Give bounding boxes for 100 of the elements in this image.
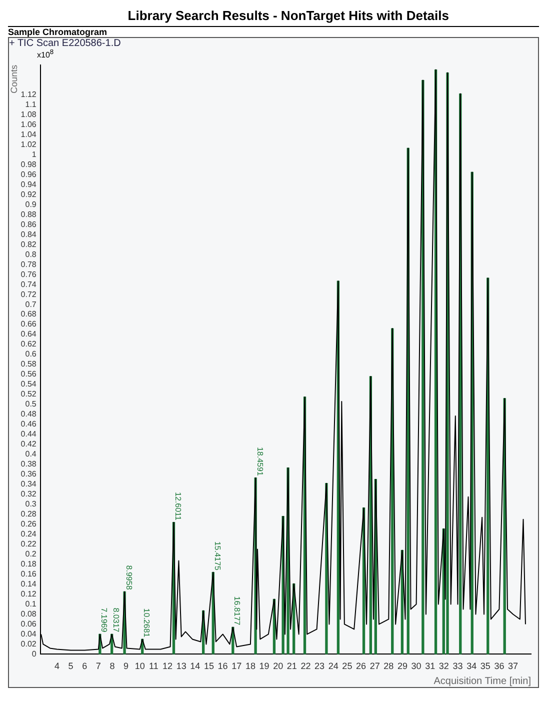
x-tick-label: 9 bbox=[124, 661, 129, 672]
x-tick-label: 37 bbox=[508, 661, 518, 672]
x-tick-label: 13 bbox=[176, 661, 186, 672]
y-tick-label: 0.66 bbox=[20, 320, 37, 329]
y-tick-label: 1.08 bbox=[20, 110, 37, 119]
x-tick-label: 12 bbox=[162, 661, 173, 672]
y-tick-label: 0.2 bbox=[25, 550, 37, 559]
x-tick-label: 7 bbox=[96, 661, 101, 672]
annotation: 8.0317 bbox=[112, 608, 121, 633]
annotation: 16.8177 bbox=[232, 596, 242, 626]
y-tick-label: 0.62 bbox=[20, 340, 37, 349]
x-tick-label: 5 bbox=[68, 661, 74, 672]
x-tick-label: 18 bbox=[245, 661, 256, 672]
y-tick-label: 0.24 bbox=[20, 530, 37, 539]
x-tick-label: 25 bbox=[342, 661, 352, 672]
y-tick-label: 0.7 bbox=[25, 300, 37, 309]
x-tick-label: 4 bbox=[54, 661, 60, 672]
x-tick-label: 15 bbox=[204, 661, 214, 672]
x-tick-label: 31 bbox=[425, 661, 436, 672]
x-tick-label: 20 bbox=[273, 661, 284, 672]
x-tick-label: 16 bbox=[218, 661, 228, 672]
y-tick-label: 0.28 bbox=[20, 510, 37, 519]
y-tick-label: 1 bbox=[32, 150, 37, 159]
y-tick-label: 0.44 bbox=[20, 430, 37, 439]
x-tick-label: 19 bbox=[259, 661, 270, 672]
y-tick-label: 0.08 bbox=[20, 609, 37, 618]
y-tick-label: 0.86 bbox=[20, 220, 37, 229]
y-tick-label: 1.1 bbox=[25, 100, 37, 109]
text: x10$^{8}$ bbox=[36, 49, 55, 60]
text: + TIC Scan E220586-1.D bbox=[9, 38, 122, 49]
x-tick-label: 30 bbox=[411, 661, 422, 672]
y-tick-label: 0.18 bbox=[20, 559, 37, 568]
y-tick-label: 0.1 bbox=[25, 599, 37, 608]
y-tick-label: 0.78 bbox=[20, 260, 37, 269]
y-tick-label: 0.46 bbox=[20, 420, 37, 429]
y-tick-label: 0.16 bbox=[20, 569, 37, 578]
y-tick-label: 0.4 bbox=[25, 450, 37, 459]
y-tick-label: 0.64 bbox=[20, 330, 37, 339]
y-tick-label: 0.72 bbox=[20, 290, 37, 299]
y-tick-label: 0.5 bbox=[25, 400, 37, 409]
y-tick-label: 0 bbox=[32, 649, 37, 658]
annotation: 8.9958 bbox=[124, 565, 134, 590]
x-tick-label: 34 bbox=[466, 661, 477, 672]
y-tick-label: 0.76 bbox=[20, 270, 37, 279]
y-axis-title: Counts bbox=[8, 64, 19, 94]
x-tick-label: 36 bbox=[494, 661, 504, 672]
x-tick-label: 29 bbox=[397, 661, 408, 672]
y-tick-label: 0.12 bbox=[20, 589, 37, 598]
y-tick-label: 0.74 bbox=[20, 280, 37, 289]
y-tick-label: 0.6 bbox=[25, 350, 37, 359]
y-tick-label: 0.14 bbox=[20, 579, 37, 588]
chart-title: Library Search Results - NonTarget Hits with Details bbox=[126, 8, 450, 23]
annotation: 18.4591 bbox=[255, 446, 264, 476]
x-axis-title: Acquisition Time [min] bbox=[434, 676, 532, 687]
x-tick-label: 22 bbox=[300, 661, 311, 672]
annotation: 7.1969 bbox=[100, 608, 109, 633]
x-tick-label: 27 bbox=[370, 661, 380, 672]
annotation: 10.2681 bbox=[142, 608, 152, 638]
y-tick-label: 0.02 bbox=[20, 639, 37, 648]
x-tick-label: 24 bbox=[328, 661, 338, 672]
y-tick-label: 0.38 bbox=[20, 460, 37, 469]
x-tick-label: 11 bbox=[149, 661, 158, 672]
y-tick-label: 0.82 bbox=[20, 240, 37, 249]
y-tick-label: 0.36 bbox=[20, 470, 37, 479]
y-tick-label: 0.42 bbox=[20, 440, 37, 449]
annotation: 12.6011 bbox=[174, 492, 183, 521]
x-tick-label: 32 bbox=[438, 661, 449, 672]
x-tick-label: 10 bbox=[134, 661, 145, 672]
y-tick-label: 0.26 bbox=[20, 520, 37, 529]
x-tick-label: 8 bbox=[110, 661, 115, 672]
y-tick-label: 0.68 bbox=[20, 310, 37, 319]
y-tick-label: 0.84 bbox=[20, 230, 37, 239]
y-tick-label: 0.52 bbox=[20, 390, 37, 399]
x-tick-label: 23 bbox=[314, 661, 325, 672]
x-tick-label: 6 bbox=[82, 661, 88, 672]
y-tick-label: 0.88 bbox=[20, 210, 37, 219]
y-tick-label: 0.56 bbox=[20, 370, 37, 379]
y-tick-label: 0.9 bbox=[25, 200, 37, 209]
chart-subtitle: Sample Chromatogram bbox=[8, 26, 539, 37]
x-tick-label: 26 bbox=[356, 661, 366, 672]
y-tick-label: 0.98 bbox=[20, 160, 37, 169]
x-tick-label: 28 bbox=[384, 661, 394, 672]
x-tick-label: 21 bbox=[286, 661, 297, 672]
x-tick-label: 33 bbox=[452, 661, 463, 672]
y-tick-label: 0.48 bbox=[20, 410, 37, 419]
y-tick-label: 0.06 bbox=[20, 619, 37, 628]
y-tick-label: 1.06 bbox=[20, 120, 37, 129]
x-tick-label: 35 bbox=[480, 661, 490, 672]
y-tick-label: 1.12 bbox=[20, 90, 37, 99]
y-tick-label: 0.32 bbox=[20, 490, 37, 499]
y-tick-label: 1.02 bbox=[20, 140, 37, 149]
y-tick-label: 0.94 bbox=[20, 180, 37, 189]
y-tick-label: 0.04 bbox=[20, 629, 37, 638]
x-tick-label: 17 bbox=[232, 661, 242, 672]
y-tick-label: 0.54 bbox=[20, 380, 37, 389]
y-tick-label: 0.58 bbox=[20, 360, 37, 369]
y-tick-label: 0.3 bbox=[25, 500, 37, 509]
y-tick-label: 0.22 bbox=[20, 540, 37, 549]
y-tick-label: 0.8 bbox=[25, 250, 37, 259]
y-tick-label: 1.04 bbox=[20, 130, 37, 139]
